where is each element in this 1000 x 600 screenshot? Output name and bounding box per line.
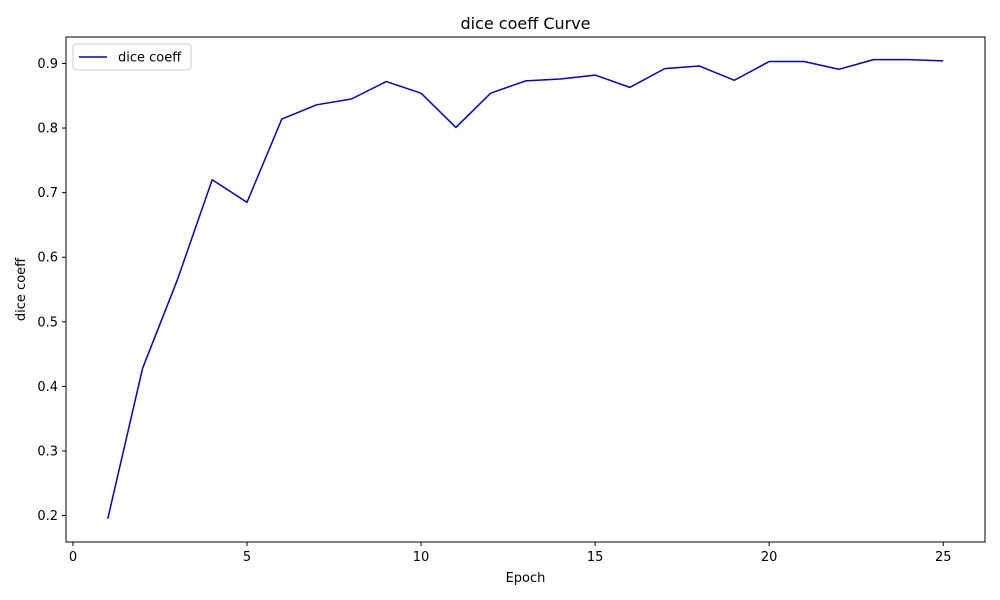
x-tick-label: 25 xyxy=(935,550,952,565)
axes-frame xyxy=(65,36,986,543)
y-axis-label: dice coeff xyxy=(14,257,29,321)
y-tick-label: 0.3 xyxy=(37,444,58,459)
y-tick-label: 0.5 xyxy=(37,315,58,330)
x-tick-label: 0 xyxy=(69,550,77,565)
x-axis: 0 5 10 15 20 25 xyxy=(69,542,952,565)
y-tick-label: 0.7 xyxy=(37,186,58,201)
y-tick-label: 0.8 xyxy=(37,122,58,137)
legend: dice coeff xyxy=(72,43,192,71)
y-axis: 0.2 0.3 0.4 0.5 0.6 0.7 0.8 0.9 xyxy=(37,57,66,524)
y-tick-label: 0.2 xyxy=(37,509,58,524)
y-tick-label: 0.4 xyxy=(37,380,58,395)
x-axis-label: Epoch xyxy=(506,571,546,586)
legend-box xyxy=(72,43,192,71)
x-tick-label: 20 xyxy=(761,550,778,565)
chart-title: dice coeff Curve xyxy=(460,14,590,33)
legend-label: dice coeff xyxy=(118,51,182,66)
plot-area xyxy=(65,36,986,543)
y-tick-label: 0.6 xyxy=(37,251,58,266)
y-tick-label: 0.9 xyxy=(37,57,58,72)
series-layer xyxy=(107,58,944,519)
x-tick-label: 10 xyxy=(413,550,430,565)
x-tick-label: 5 xyxy=(243,550,251,565)
x-tick-label: 15 xyxy=(587,550,604,565)
series-line-dice-coeff xyxy=(107,58,944,519)
